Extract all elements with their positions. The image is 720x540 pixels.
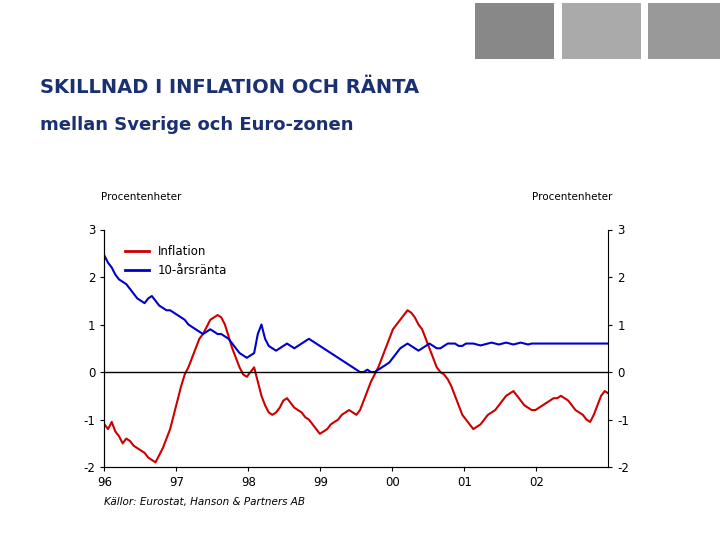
Text: 45: 45 bbox=[18, 510, 47, 531]
Text: Procentenheter: Procentenheter bbox=[531, 192, 612, 202]
Text: mellan Sverige och Euro-zonen: mellan Sverige och Euro-zonen bbox=[40, 116, 353, 134]
Legend: Inflation, 10-årsränta: Inflation, 10-årsränta bbox=[120, 240, 233, 281]
Text: SKILLNAD I INFLATION OCH RÄNTA: SKILLNAD I INFLATION OCH RÄNTA bbox=[40, 78, 419, 97]
Text: Källor: Eurostat, Hanson & Partners AB: Källor: Eurostat, Hanson & Partners AB bbox=[104, 497, 305, 507]
FancyBboxPatch shape bbox=[475, 3, 554, 59]
Text: Procentenheter: Procentenheter bbox=[101, 192, 181, 202]
FancyBboxPatch shape bbox=[562, 3, 641, 59]
FancyBboxPatch shape bbox=[648, 3, 720, 59]
Text: S|EB: S|EB bbox=[18, 15, 88, 44]
